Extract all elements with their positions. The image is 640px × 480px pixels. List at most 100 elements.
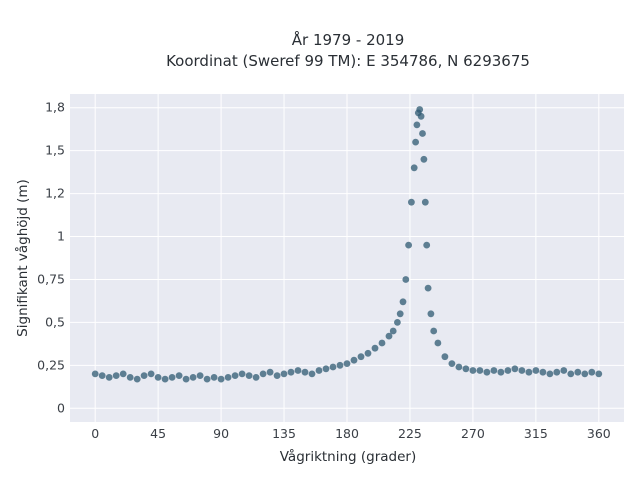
x-tick-label: 225 [398, 426, 422, 441]
data-point [427, 310, 435, 318]
data-point [133, 375, 141, 383]
data-point [448, 360, 456, 367]
data-point [301, 368, 309, 376]
data-point [112, 372, 120, 379]
x-tick-label: 180 [335, 426, 359, 441]
y-tick-label: 1,8 [45, 100, 65, 115]
x-tick-label: 135 [272, 426, 296, 441]
data-point [421, 198, 429, 206]
data-point [539, 368, 547, 376]
data-point [588, 368, 596, 376]
data-point [581, 370, 589, 378]
data-point [189, 374, 197, 381]
data-point [259, 370, 267, 378]
data-point [483, 368, 491, 376]
data-point [441, 353, 449, 361]
data-point [511, 365, 519, 373]
data-point [273, 372, 281, 379]
data-point [567, 370, 575, 378]
data-point [420, 155, 428, 163]
data-point [394, 319, 401, 326]
x-tick-label: 0 [91, 426, 99, 441]
data-point [469, 367, 477, 374]
data-point [408, 198, 415, 206]
chart-title: År 1979 - 2019 Koordinat (Sweref 99 TM):… [166, 30, 530, 70]
y-tick-label: 0,25 [37, 357, 65, 372]
chart-title-line-1: År 1979 - 2019 [292, 30, 405, 49]
x-tick-label: 270 [461, 426, 485, 441]
data-point [168, 374, 176, 381]
data-point [329, 363, 337, 371]
data-point [553, 368, 561, 376]
x-axis-ticks: 0 45 90 135 180 225 270 315 360 [91, 426, 611, 441]
data-point [410, 164, 418, 172]
data-point [231, 372, 239, 379]
data-point [210, 374, 218, 381]
x-tick-label: 90 [213, 426, 229, 441]
data-point [266, 368, 274, 376]
data-point [413, 121, 421, 129]
data-point [105, 374, 113, 381]
data-point [224, 374, 232, 381]
data-point [126, 374, 134, 381]
data-point [98, 372, 106, 379]
data-point [196, 372, 204, 379]
chart-title-line-2: Koordinat (Sweref 99 TM): E 354786, N 62… [166, 52, 530, 70]
y-tick-label: 1,2 [45, 186, 65, 201]
data-point [357, 353, 365, 361]
data-point [238, 370, 246, 378]
x-tick-label: 360 [587, 426, 611, 441]
data-point [350, 356, 358, 364]
data-point [371, 344, 379, 352]
data-point [430, 327, 438, 335]
data-point [402, 276, 410, 283]
data-point [532, 367, 540, 374]
data-point [399, 298, 407, 306]
data-point [419, 130, 426, 137]
data-point [147, 370, 155, 378]
data-point [518, 367, 526, 374]
y-tick-label: 0,5 [45, 314, 65, 329]
data-point [287, 368, 295, 376]
data-point [497, 368, 505, 376]
data-point [140, 372, 148, 379]
data-point [175, 372, 183, 379]
x-tick-label: 45 [150, 426, 166, 441]
data-point [595, 370, 603, 378]
data-point [336, 361, 344, 369]
data-point [217, 375, 225, 383]
data-point [343, 360, 351, 367]
data-point [308, 370, 316, 378]
data-point [490, 367, 498, 374]
data-point [546, 370, 554, 378]
data-point [119, 370, 127, 378]
data-point [504, 367, 512, 374]
data-point [154, 374, 162, 381]
y-tick-label: 1 [57, 229, 65, 244]
data-point [525, 368, 533, 376]
y-tick-label: 0,75 [37, 271, 65, 286]
data-point [455, 363, 463, 371]
x-tick-label: 315 [524, 426, 548, 441]
data-point [378, 339, 386, 347]
data-point [203, 375, 211, 383]
y-tick-label: 1,5 [45, 143, 65, 158]
data-point [560, 367, 568, 374]
data-point [161, 375, 169, 383]
data-point [385, 332, 393, 340]
y-axis-ticks: 0 0,25 0,5 0,75 1 1,2 1,5 1,8 [37, 100, 65, 416]
data-point [462, 365, 470, 373]
data-point [416, 106, 424, 113]
data-points [91, 106, 603, 383]
data-point [252, 374, 260, 381]
data-point [405, 241, 412, 249]
data-point [574, 368, 582, 376]
data-point [245, 372, 253, 379]
data-point [322, 365, 330, 373]
y-axis-label: Signifikant våghöjd (m) [14, 179, 31, 337]
data-point [412, 138, 419, 146]
y-tick-label: 0 [57, 400, 65, 415]
data-point [364, 349, 372, 357]
data-point [396, 310, 404, 318]
